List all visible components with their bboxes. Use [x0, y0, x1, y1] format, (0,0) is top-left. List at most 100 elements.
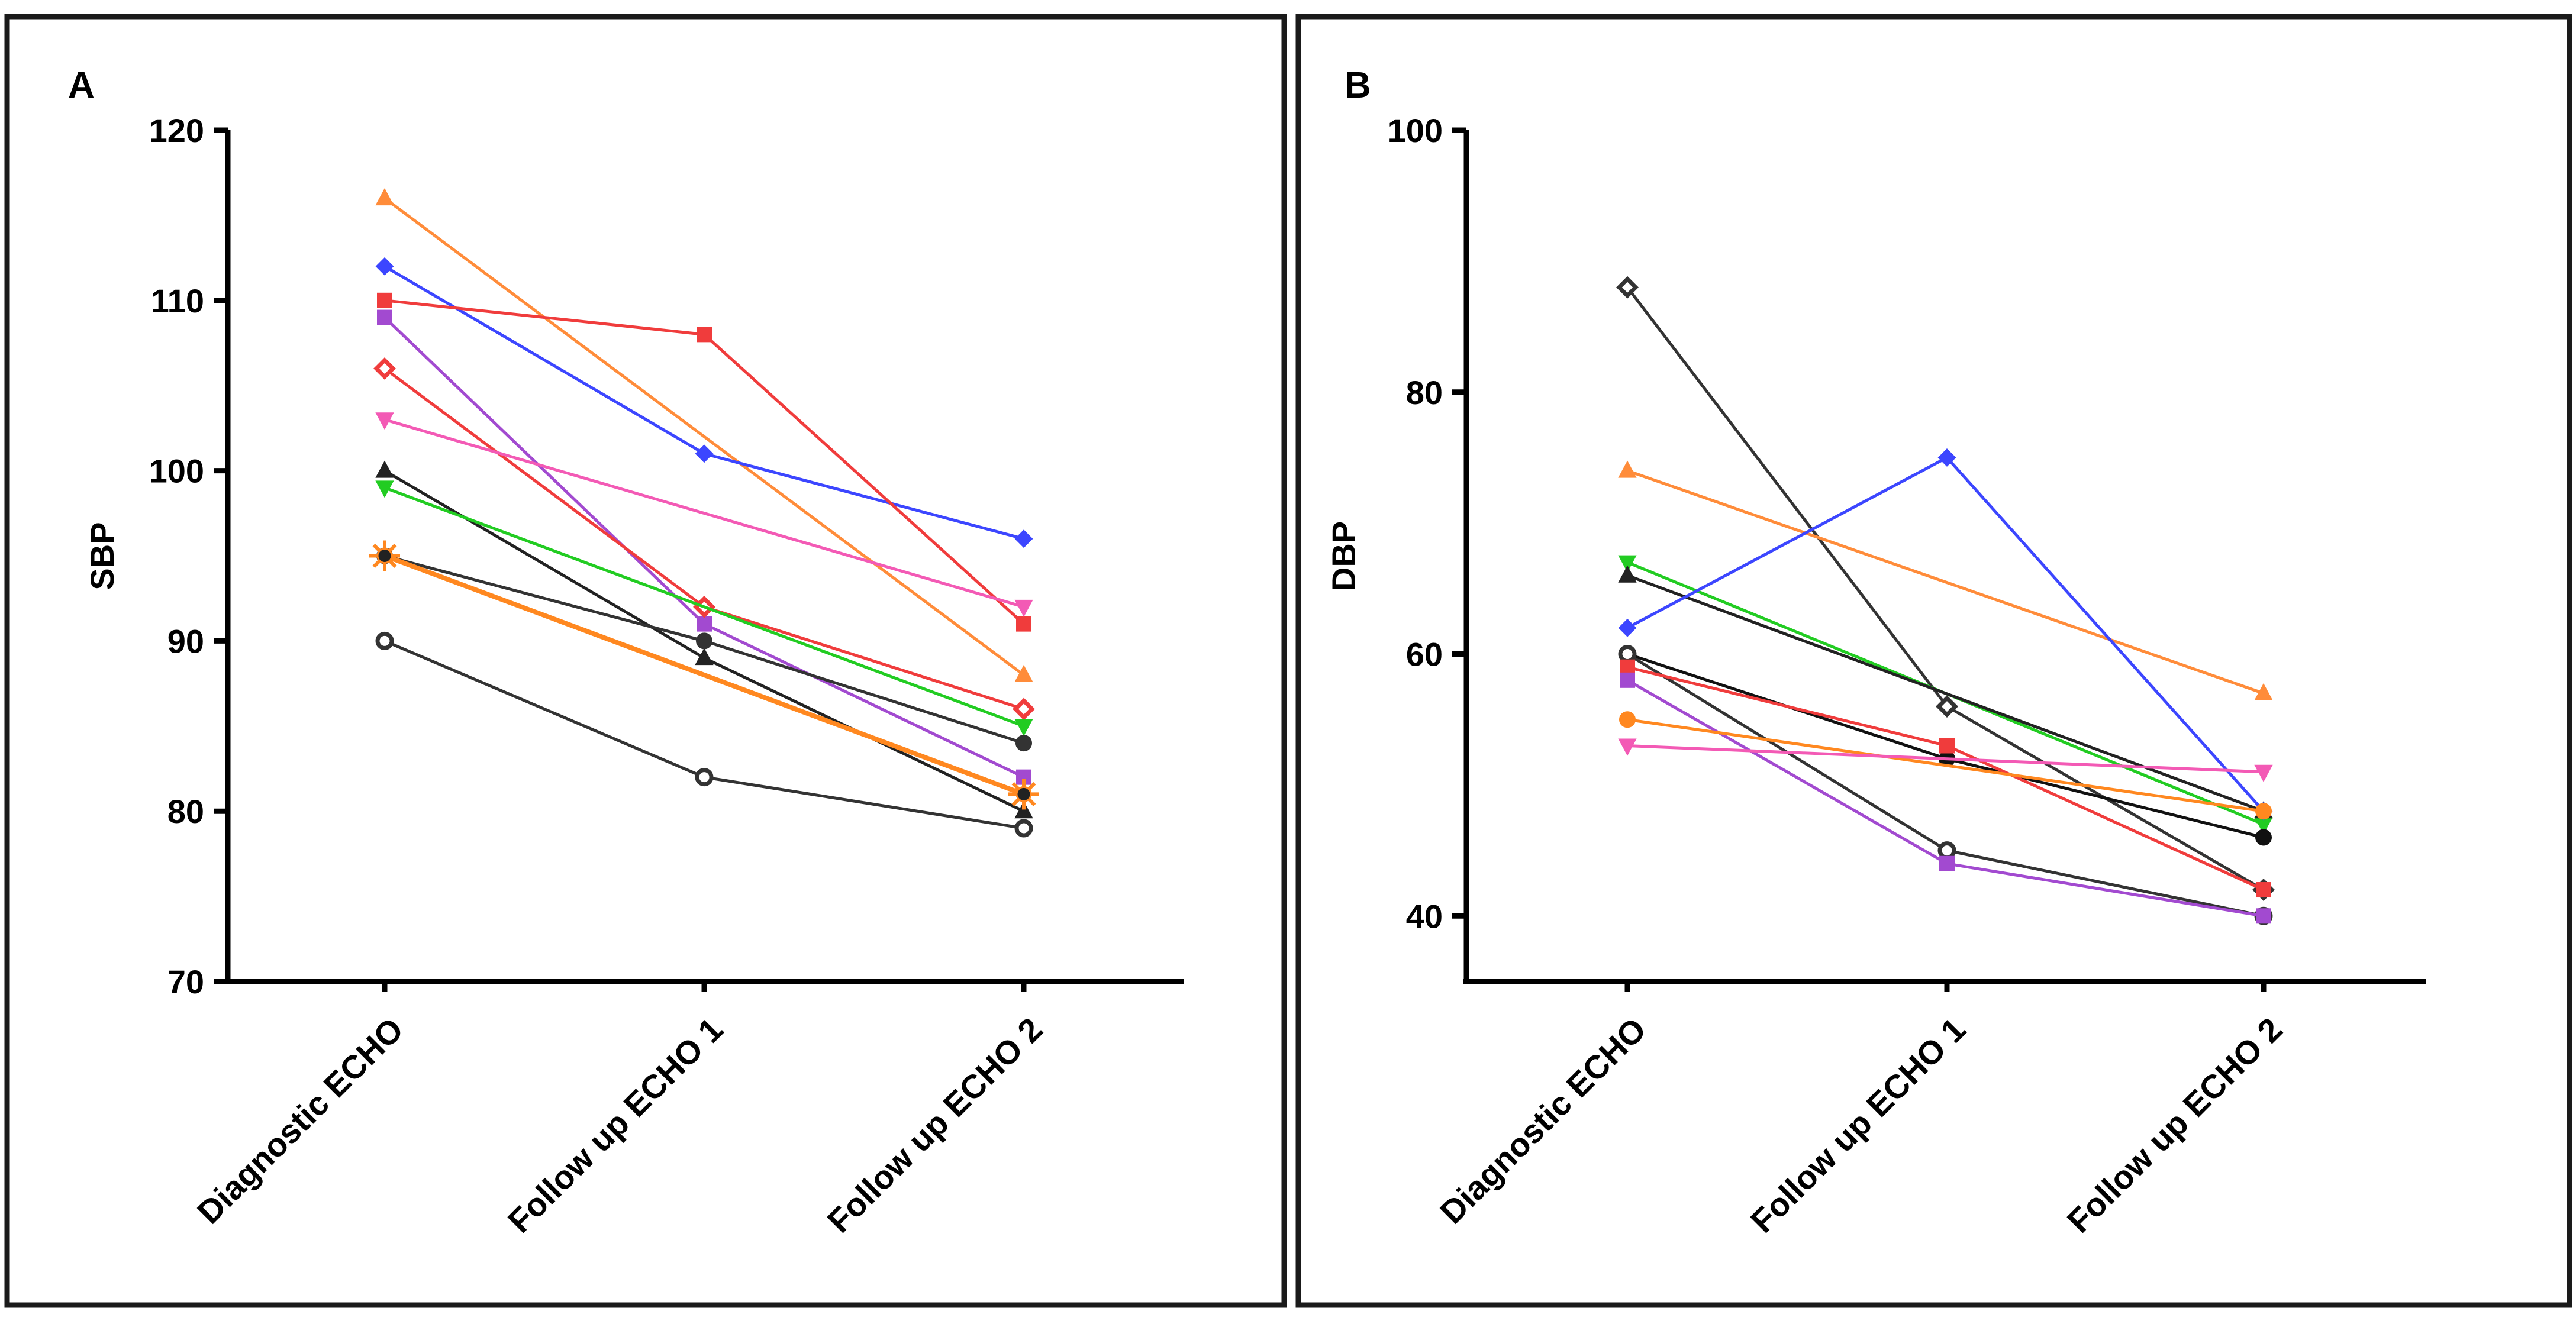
y-tick-label-100: 100: [149, 453, 204, 490]
y-tick-label-120: 120: [149, 112, 204, 149]
series-line-segment: [1626, 469, 2265, 695]
series-line-segment: [702, 639, 1026, 745]
data-point: [2254, 683, 2273, 700]
series-s11: [375, 631, 1033, 838]
series-line-segment: [1945, 744, 2265, 892]
star-center: [376, 548, 393, 564]
series-line-segment: [382, 553, 1026, 797]
data-point: [1937, 448, 1956, 467]
panel-a-y-ticks: 70 80 90 100 110 120: [149, 112, 228, 1000]
data-point: [1013, 697, 1035, 721]
series-line-segment: [383, 264, 706, 456]
y-tick-label-90: 90: [167, 622, 204, 660]
series-line-segment: [702, 622, 1026, 779]
data-point: [1014, 819, 1033, 838]
series-s2: [375, 257, 1033, 548]
data-point: [1014, 599, 1033, 617]
series-line-segment: [1626, 456, 1949, 629]
data-point: [1939, 738, 1955, 754]
data-point: [369, 540, 400, 571]
series-line-segment: [1945, 849, 2265, 918]
data-point: [697, 616, 712, 632]
data-point: [696, 632, 712, 650]
series-line-segment: [702, 776, 1026, 830]
series-s9: [1620, 672, 2271, 924]
y-tick-label-70: 70: [167, 963, 204, 1000]
series-line-segment: [383, 486, 1026, 728]
series-line-segment: [1626, 744, 2265, 774]
data-point: [375, 631, 394, 650]
panel-b-border: [1295, 14, 2572, 1308]
series-s11: [1618, 738, 2273, 782]
series-line-segment: [702, 332, 1026, 626]
data-point: [2255, 829, 2272, 846]
data-point: [373, 357, 396, 380]
data-point: [1008, 779, 1039, 810]
data-point: [1016, 616, 1031, 632]
series-line-segment: [1945, 456, 2265, 813]
y-tick-label-40: 40: [1406, 897, 1443, 935]
data-point: [1620, 672, 1635, 688]
series-s10: [1619, 711, 2272, 820]
series-s2: [1618, 460, 2273, 700]
data-point: [1620, 659, 1635, 675]
series-line-segment: [1626, 679, 1949, 866]
data-point: [1618, 645, 1637, 664]
series-line-segment: [1626, 574, 2265, 813]
data-point: [1618, 738, 1637, 756]
y-tick-label-100: 100: [1388, 112, 1443, 149]
series-line-segment: [383, 316, 706, 626]
data-point: [2254, 764, 2273, 782]
series-line-segment: [1626, 718, 2265, 813]
y-tick-label-110: 110: [151, 282, 204, 319]
data-point: [1616, 276, 1639, 299]
data-point: [1618, 555, 1637, 573]
data-point: [1939, 855, 1955, 871]
data-point: [1014, 719, 1033, 737]
y-tick-label-80: 80: [167, 793, 204, 830]
panel-b-y-axis-title: DBP: [1325, 521, 1362, 591]
data-point: [695, 768, 714, 787]
data-point: [1936, 695, 1958, 718]
data-point: [375, 188, 394, 206]
data-point: [1014, 801, 1033, 819]
panel-b-letter: B: [1345, 65, 1371, 106]
series-line-segment: [383, 639, 706, 779]
y-tick-label-60: 60: [1406, 636, 1443, 673]
series-line-segment: [1945, 862, 2265, 918]
data-point: [1015, 735, 1032, 752]
data-point: [697, 327, 712, 343]
data-point: [2255, 803, 2272, 820]
series-line-segment: [702, 605, 1026, 711]
data-point: [375, 480, 394, 498]
series-line-segment: [383, 299, 706, 336]
series-s3: [377, 292, 1031, 632]
series-line-segment: [702, 452, 1026, 541]
data-point: [1937, 841, 1956, 860]
data-point: [377, 292, 392, 308]
data-point: [695, 648, 714, 666]
series-line-segment: [383, 418, 1026, 609]
panel-a-letter: A: [68, 65, 95, 106]
series-s10: [369, 540, 1039, 810]
data-point: [695, 444, 714, 463]
panel-b-series: [1616, 276, 2275, 925]
data-point: [1618, 460, 1637, 478]
star-center: [1015, 786, 1032, 802]
series-line-segment: [383, 554, 706, 642]
data-point: [375, 460, 394, 478]
y-tick-label-80: 80: [1406, 374, 1443, 411]
series-s4: [377, 309, 1031, 785]
data-point: [2256, 882, 2271, 898]
panel-a-y-axis-title: SBP: [83, 522, 121, 590]
series-s5: [373, 357, 1035, 721]
data-point: [377, 309, 392, 325]
data-point: [375, 412, 394, 430]
data-point: [1014, 529, 1033, 548]
data-point: [375, 257, 394, 276]
data-point: [1618, 565, 1637, 583]
data-point: [1619, 711, 1636, 728]
series-s1: [1616, 276, 2275, 901]
